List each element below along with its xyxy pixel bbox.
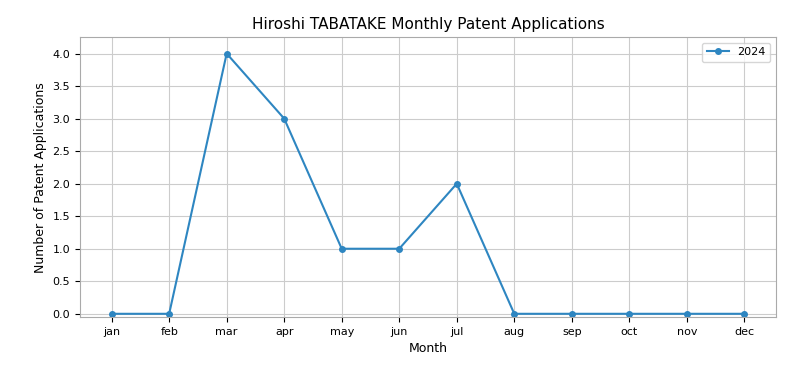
X-axis label: Month: Month (409, 342, 447, 355)
2024 (682, 311, 692, 316)
2024 (222, 51, 231, 56)
Y-axis label: Number of Patent Applications: Number of Patent Applications (34, 82, 47, 273)
2024 (394, 247, 404, 251)
2024 (164, 311, 174, 316)
2024 (739, 311, 749, 316)
Line: 2024: 2024 (109, 51, 747, 317)
2024 (567, 311, 577, 316)
Legend: 2024: 2024 (702, 43, 770, 62)
2024 (279, 116, 289, 121)
2024 (107, 311, 117, 316)
2024 (452, 181, 462, 186)
2024 (625, 311, 634, 316)
2024 (337, 247, 346, 251)
Title: Hiroshi TABATAKE Monthly Patent Applications: Hiroshi TABATAKE Monthly Patent Applicat… (252, 17, 604, 32)
2024 (510, 311, 519, 316)
